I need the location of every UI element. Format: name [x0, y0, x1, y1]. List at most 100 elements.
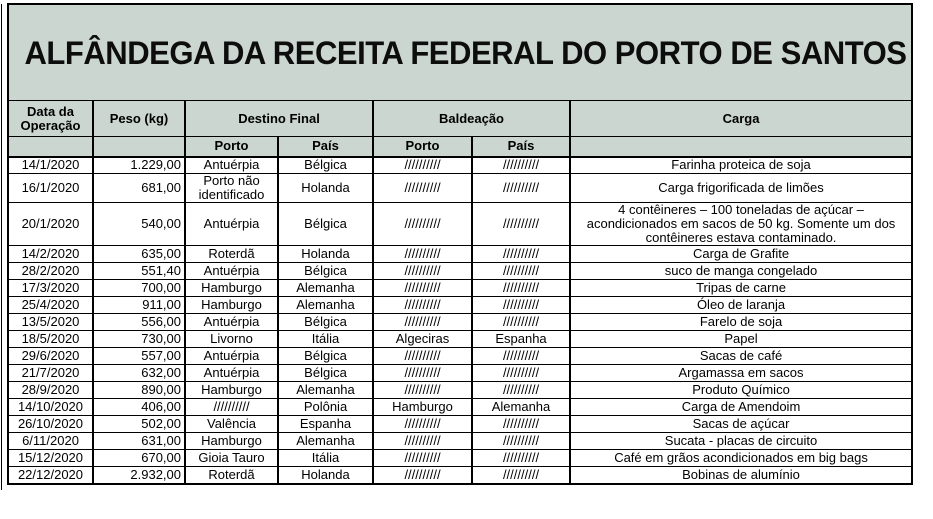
cell-baldeacao-porto: //////////: [372, 279, 473, 297]
cell-operation-date: 28/2/2020: [7, 262, 94, 280]
cell-operation-date: 29/6/2020: [7, 347, 94, 365]
cell-destino-pais: Alemanha: [277, 381, 374, 399]
cell-destino-pais: Bélgica: [277, 364, 374, 382]
column-header-carga: Carga: [568, 100, 913, 137]
table-row: 21/7/2020 632,00 Antuérpia Bélgica /////…: [7, 364, 913, 382]
cell-operation-date: 26/10/2020: [7, 415, 94, 433]
table-row: 16/1/2020 681,00 Porto não identificado …: [7, 173, 913, 203]
cell-destino-pais: Bélgica: [277, 262, 374, 280]
table-row: 14/1/2020 1.229,00 Antuérpia Bélgica ///…: [7, 156, 913, 174]
cell-carga: Carga frigorificada de limões: [568, 173, 913, 203]
subheader-empty-weight: [92, 136, 186, 158]
cell-baldeacao-pais: //////////: [471, 449, 571, 467]
cell-operation-date: 16/1/2020: [7, 173, 94, 203]
column-header-row: Data da Operação Peso (kg) Destino Final…: [7, 100, 913, 137]
cell-carga: Produto Químico: [568, 381, 913, 399]
cell-destino-porto: Hamburgo: [184, 432, 279, 450]
table-row: 17/3/2020 700,00 Hamburgo Alemanha /////…: [7, 279, 913, 297]
cell-weight-kg: 556,00: [92, 313, 186, 331]
title-row: ALFÂNDEGA DA RECEITA FEDERAL DO PORTO DE…: [6, 3, 913, 101]
cell-carga: Café em grãos acondicionados em big bags: [568, 449, 913, 467]
table-row: 29/6/2020 557,00 Antuérpia Bélgica /////…: [7, 347, 913, 365]
spreadsheet-grid-line: [1, 4, 2, 490]
cell-weight-kg: 681,00: [92, 173, 186, 203]
cell-baldeacao-porto: //////////: [372, 262, 473, 280]
cell-destino-porto: Livorno: [184, 330, 279, 348]
cell-weight-kg: 551,40: [92, 262, 186, 280]
cell-destino-pais: Polônia: [277, 398, 374, 416]
cell-carga: suco de manga congelado: [568, 262, 913, 280]
cell-destino-pais: Bélgica: [277, 313, 374, 331]
cell-baldeacao-porto: //////////: [372, 432, 473, 450]
table-row: 28/2/2020 551,40 Antuérpia Bélgica /////…: [7, 262, 913, 280]
cell-weight-kg: 557,00: [92, 347, 186, 365]
cell-baldeacao-pais: //////////: [471, 347, 571, 365]
cell-baldeacao-pais: Alemanha: [471, 398, 571, 416]
table-head: ALFÂNDEGA DA RECEITA FEDERAL DO PORTO DE…: [6, 3, 913, 158]
cell-operation-date: 20/1/2020: [7, 202, 94, 246]
cell-destino-porto: Gioia Tauro: [184, 449, 279, 467]
cell-operation-date: 13/5/2020: [7, 313, 94, 331]
subheader-baldeacao-porto: Porto: [372, 136, 473, 158]
cell-baldeacao-porto: //////////: [372, 364, 473, 382]
cell-destino-porto: Hamburgo: [184, 381, 279, 399]
cell-baldeacao-pais: //////////: [471, 156, 571, 174]
cell-carga: Farelo de soja: [568, 313, 913, 331]
cell-operation-date: 18/5/2020: [7, 330, 94, 348]
cell-destino-pais: Holanda: [277, 466, 374, 484]
cell-destino-pais: Itália: [277, 449, 374, 467]
cell-baldeacao-porto: Algeciras: [372, 330, 473, 348]
column-header-destino-final: Destino Final: [184, 100, 374, 137]
cell-baldeacao-pais: //////////: [471, 381, 571, 399]
cell-operation-date: 21/7/2020: [7, 364, 94, 382]
cell-destino-porto: //////////: [184, 398, 279, 416]
cell-weight-kg: 670,00: [92, 449, 186, 467]
table-row: 14/2/2020 635,00 Roterdã Holanda ///////…: [7, 245, 913, 263]
cell-carga: Sacas de café: [568, 347, 913, 365]
table-row: 22/12/2020 2.932,00 Roterdã Holanda ////…: [7, 466, 913, 484]
cell-destino-porto: Antuérpia: [184, 347, 279, 365]
page-title: ALFÂNDEGA DA RECEITA FEDERAL DO PORTO DE…: [24, 34, 907, 71]
cell-carga: Óleo de laranja: [568, 296, 913, 314]
table-row: 14/10/2020 406,00 ////////// Polônia Ham…: [7, 398, 913, 416]
cell-weight-kg: 700,00: [92, 279, 186, 297]
cell-destino-porto: Hamburgo: [184, 279, 279, 297]
cell-carga: Carga de Amendoim: [568, 398, 913, 416]
cell-weight-kg: 730,00: [92, 330, 186, 348]
table-row: 26/10/2020 502,00 Valência Espanha /////…: [7, 415, 913, 433]
cell-destino-porto: Valência: [184, 415, 279, 433]
cell-weight-kg: 406,00: [92, 398, 186, 416]
cell-baldeacao-porto: //////////: [372, 156, 473, 174]
cell-baldeacao-porto: //////////: [372, 313, 473, 331]
cell-baldeacao-porto: //////////: [372, 466, 473, 484]
subheader-baldeacao-pais: País: [471, 136, 571, 158]
cell-baldeacao-porto: //////////: [372, 347, 473, 365]
cell-baldeacao-pais: //////////: [471, 432, 571, 450]
customs-table: ALFÂNDEGA DA RECEITA FEDERAL DO PORTO DE…: [6, 3, 914, 485]
title-cell: ALFÂNDEGA DA RECEITA FEDERAL DO PORTO DE…: [6, 3, 913, 101]
cell-destino-porto: Antuérpia: [184, 313, 279, 331]
cell-baldeacao-pais: //////////: [471, 466, 571, 484]
cell-baldeacao-pais: //////////: [471, 296, 571, 314]
cell-weight-kg: 540,00: [92, 202, 186, 246]
cell-baldeacao-pais: //////////: [471, 262, 571, 280]
table-row: 28/9/2020 890,00 Hamburgo Alemanha /////…: [7, 381, 913, 399]
cell-carga: Carga de Grafite: [568, 245, 913, 263]
cell-operation-date: 14/10/2020: [7, 398, 94, 416]
cell-destino-pais: Alemanha: [277, 279, 374, 297]
table-row: 6/11/2020 631,00 Hamburgo Alemanha /////…: [7, 432, 913, 450]
cell-operation-date: 17/3/2020: [7, 279, 94, 297]
cell-carga: Bobinas de alumínio: [568, 466, 913, 484]
table-row: 20/1/2020 540,00 Antuérpia Bélgica /////…: [7, 202, 913, 246]
cell-baldeacao-porto: Hamburgo: [372, 398, 473, 416]
cell-carga: Sucata - placas de circuito: [568, 432, 913, 450]
cell-carga: Farinha proteica de soja: [568, 156, 913, 174]
cell-carga: Papel: [568, 330, 913, 348]
cell-carga: Argamassa em sacos: [568, 364, 913, 382]
cell-weight-kg: 911,00: [92, 296, 186, 314]
table-row: 25/4/2020 911,00 Hamburgo Alemanha /////…: [7, 296, 913, 314]
subheader-destino-porto: Porto: [184, 136, 279, 158]
cell-operation-date: 15/12/2020: [7, 449, 94, 467]
cell-baldeacao-pais: //////////: [471, 364, 571, 382]
